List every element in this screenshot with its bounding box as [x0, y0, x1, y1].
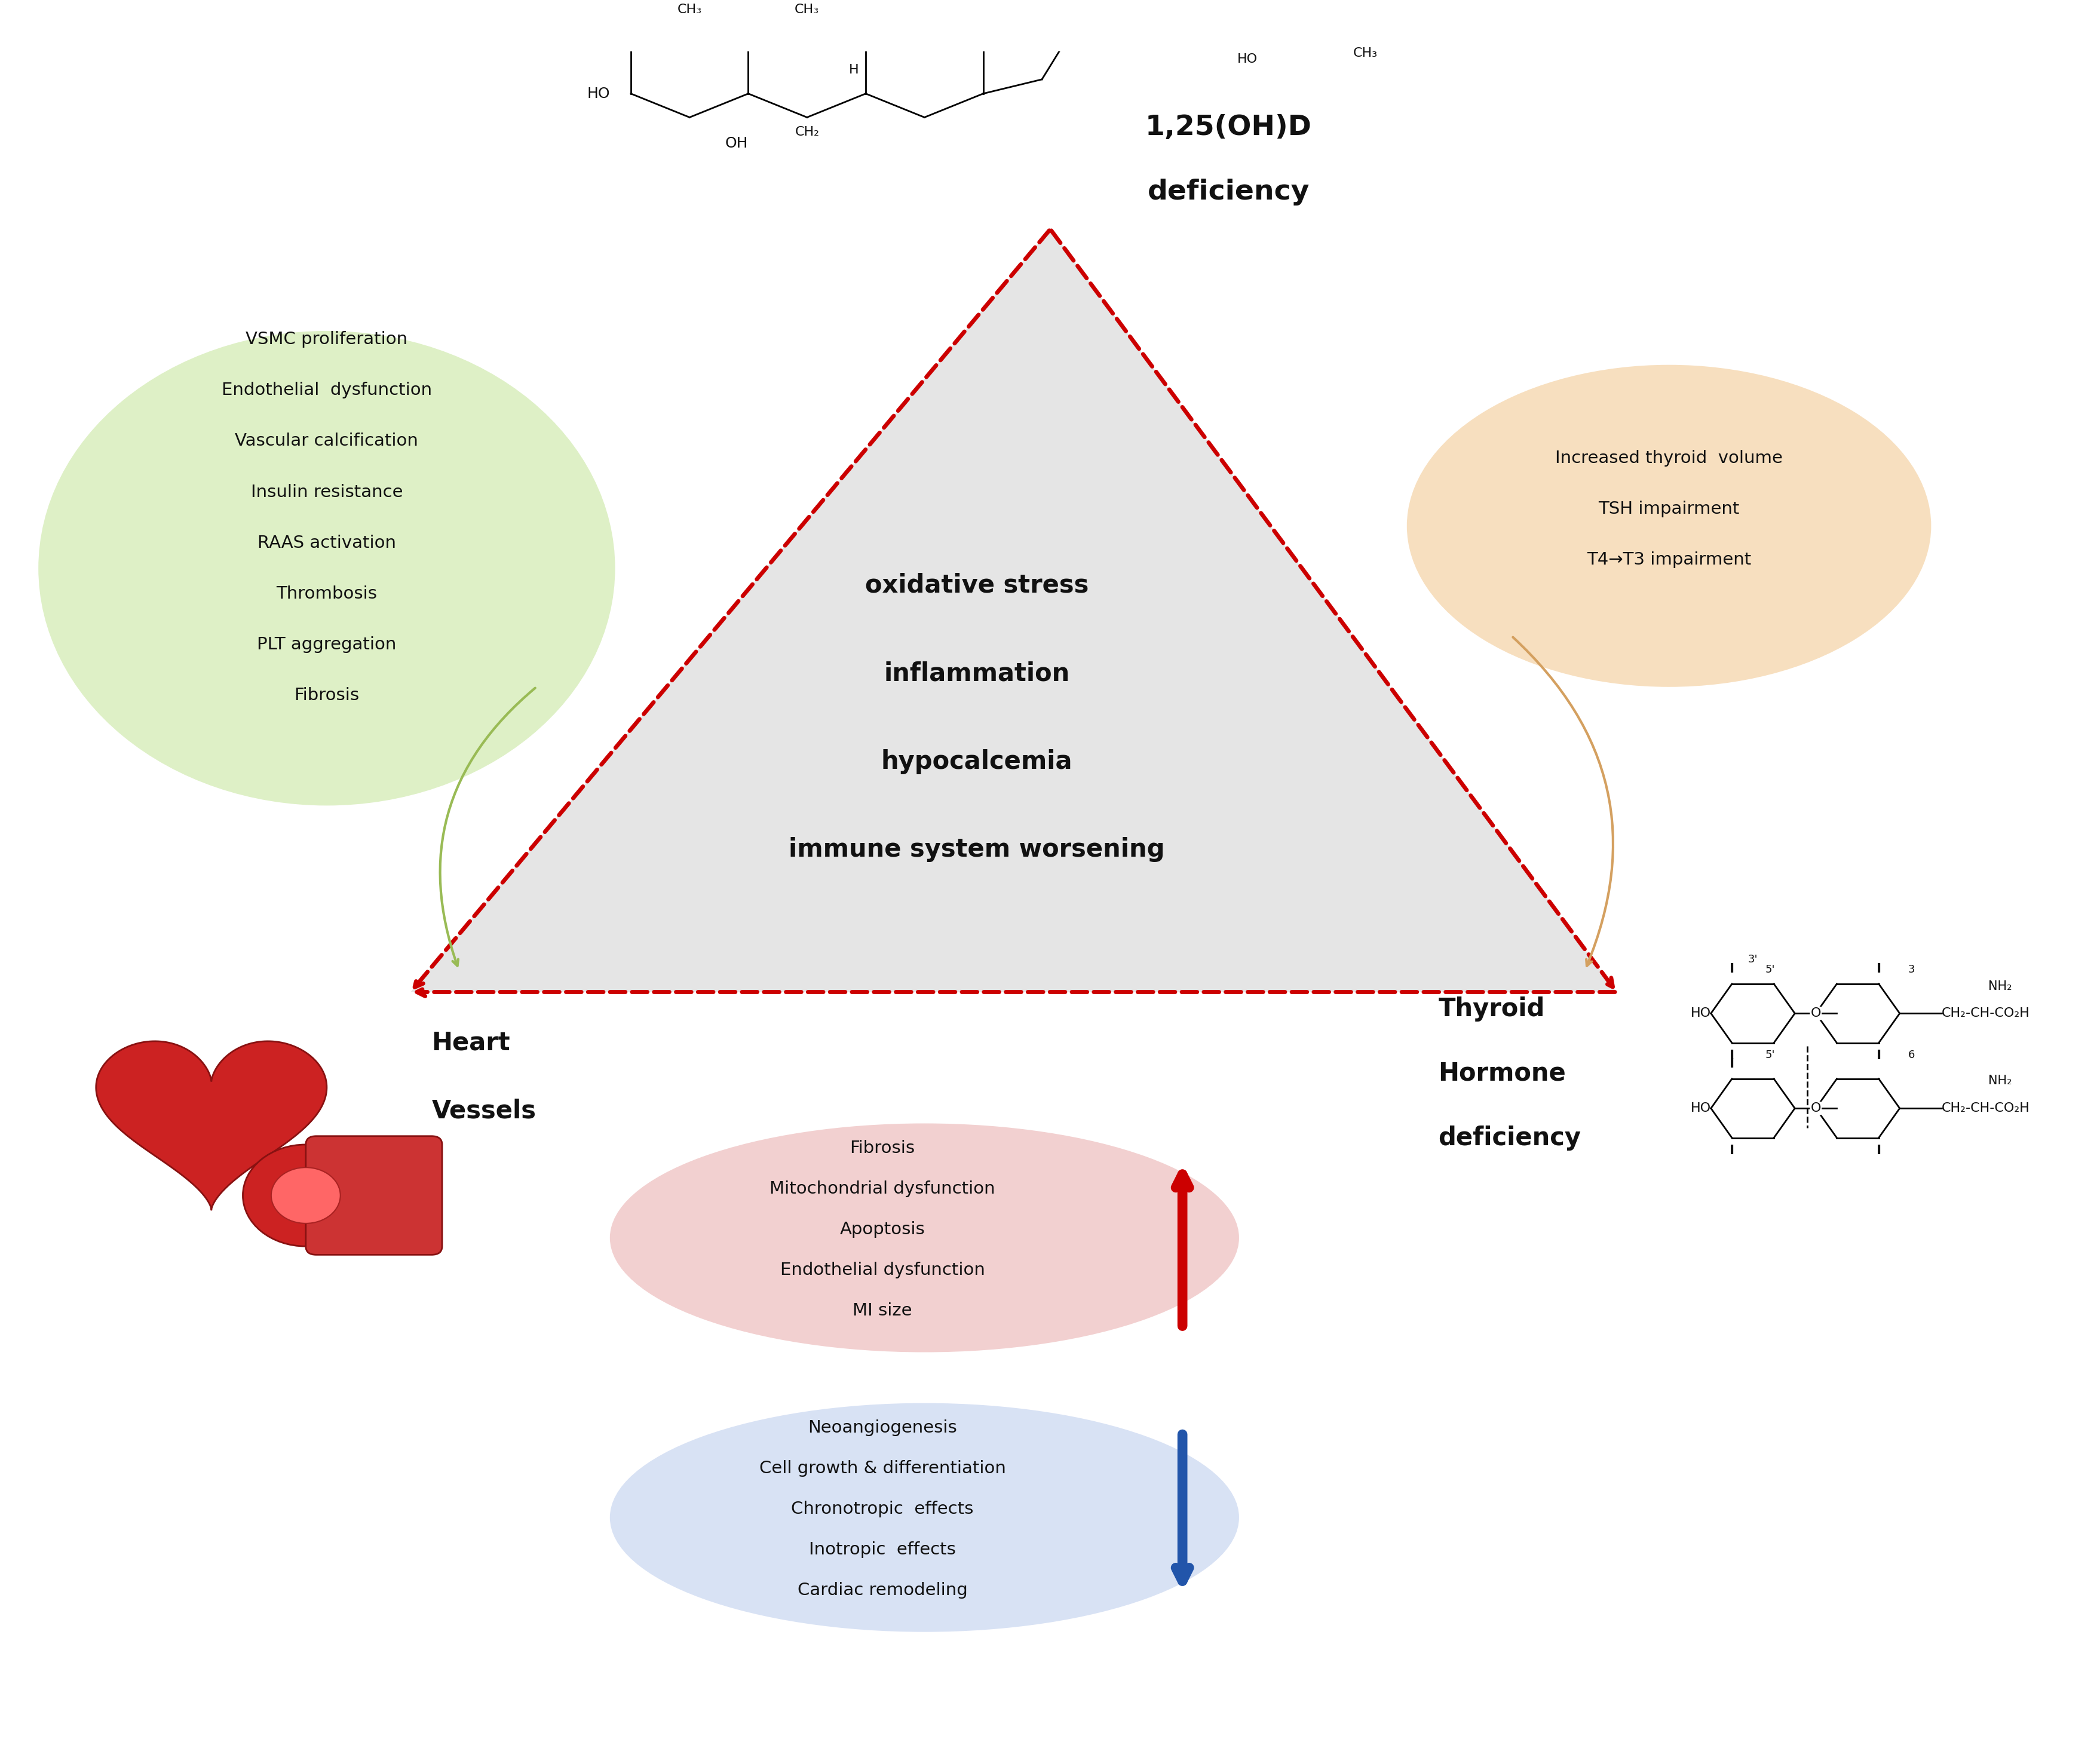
Text: NH₂: NH₂ [1989, 981, 2012, 993]
Polygon shape [410, 229, 1617, 993]
Text: 6: 6 [1907, 1049, 1915, 1061]
Text: I: I [1875, 963, 1882, 975]
Text: immune system worsening: immune system worsening [790, 837, 1166, 862]
Text: Hormone: Hormone [1439, 1061, 1567, 1086]
Text: CH₃: CH₃ [794, 3, 819, 16]
Text: Thyroid: Thyroid [1439, 996, 1544, 1021]
Text: oxidative stress: oxidative stress [865, 573, 1088, 598]
Text: Mitochondrial dysfunction: Mitochondrial dysfunction [769, 1180, 995, 1197]
Text: HO: HO [1691, 1103, 1712, 1113]
Circle shape [271, 1168, 340, 1224]
Text: PLT aggregation: PLT aggregation [256, 636, 397, 654]
Text: OH: OH [724, 136, 748, 150]
Text: MI size: MI size [853, 1302, 911, 1320]
Ellipse shape [38, 330, 615, 806]
Text: Fibrosis: Fibrosis [851, 1140, 916, 1157]
Text: Endothelial dysfunction: Endothelial dysfunction [779, 1262, 985, 1278]
Text: Vascular calcification: Vascular calcification [235, 434, 418, 449]
Text: deficiency: deficiency [1439, 1126, 1581, 1150]
Text: Endothelial  dysfunction: Endothelial dysfunction [220, 381, 433, 399]
Text: H: H [848, 65, 859, 75]
Ellipse shape [609, 1404, 1239, 1633]
Text: I: I [1728, 1145, 1735, 1157]
Text: Chronotropic  effects: Chronotropic effects [792, 1502, 974, 1517]
Text: CH₃: CH₃ [1352, 47, 1378, 59]
Text: CH₃: CH₃ [1352, 0, 1378, 2]
Polygon shape [97, 1042, 328, 1210]
Text: I: I [1728, 963, 1735, 975]
Text: deficiency: deficiency [1147, 178, 1308, 205]
Text: CH₂-CH-CO₂H: CH₂-CH-CO₂H [1940, 1103, 2029, 1113]
Text: HO: HO [1237, 52, 1258, 65]
Circle shape [244, 1145, 370, 1246]
Text: Heart: Heart [430, 1030, 510, 1056]
Text: HO: HO [586, 86, 609, 101]
Text: I: I [1728, 1049, 1735, 1061]
Text: Vessels: Vessels [430, 1098, 536, 1124]
Text: Cardiac remodeling: Cardiac remodeling [798, 1582, 968, 1599]
FancyBboxPatch shape [307, 1136, 441, 1255]
Text: inflammation: inflammation [884, 661, 1069, 685]
Text: 1,25(OH)D: 1,25(OH)D [1145, 114, 1312, 142]
Text: CH₃: CH₃ [676, 3, 701, 16]
Text: Inotropic  effects: Inotropic effects [809, 1542, 956, 1557]
Text: 5': 5' [1764, 1049, 1774, 1061]
Text: I: I [1728, 1058, 1735, 1070]
Text: Cell growth & differentiation: Cell growth & differentiation [758, 1460, 1006, 1477]
Text: CH₂-CH-CO₂H: CH₂-CH-CO₂H [1940, 1007, 2029, 1019]
Text: 3': 3' [1747, 954, 1758, 965]
Text: CH₂: CH₂ [794, 126, 819, 138]
Text: I: I [1875, 1049, 1882, 1061]
Text: T4→T3 impairment: T4→T3 impairment [1586, 551, 1751, 568]
Text: Thrombosis: Thrombosis [277, 586, 378, 601]
Text: HO: HO [1691, 1007, 1712, 1019]
Text: O: O [1810, 1007, 1821, 1019]
Text: hypocalcemia: hypocalcemia [880, 748, 1073, 774]
Text: Fibrosis: Fibrosis [294, 687, 359, 704]
Text: O: O [1810, 1103, 1821, 1113]
Text: I: I [1875, 1145, 1882, 1157]
Text: 3: 3 [1907, 965, 1915, 975]
Ellipse shape [1407, 365, 1930, 687]
Text: VSMC proliferation: VSMC proliferation [246, 330, 407, 348]
Text: RAAS activation: RAAS activation [258, 535, 397, 551]
Text: TSH impairment: TSH impairment [1598, 500, 1739, 517]
Text: Neoangiogenesis: Neoangiogenesis [809, 1419, 958, 1437]
Text: Increased thyroid  volume: Increased thyroid volume [1554, 449, 1783, 467]
Text: Apoptosis: Apoptosis [840, 1220, 924, 1238]
Ellipse shape [609, 1124, 1239, 1353]
Text: Insulin resistance: Insulin resistance [250, 484, 403, 500]
Text: NH₂: NH₂ [1989, 1075, 2012, 1087]
Text: 5': 5' [1764, 965, 1774, 975]
